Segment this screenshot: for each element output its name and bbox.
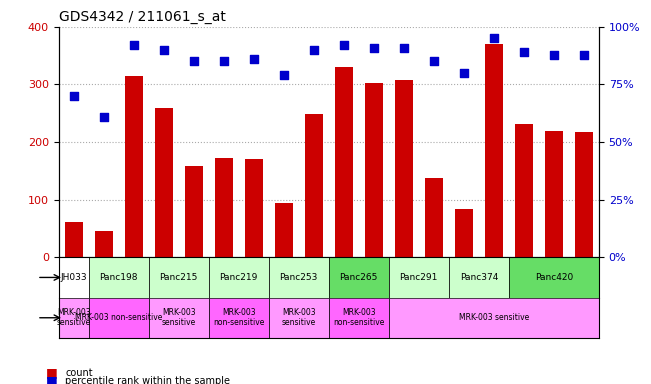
Point xyxy=(309,47,319,53)
Point xyxy=(398,45,409,51)
Text: MRK-003
sensitive: MRK-003 sensitive xyxy=(282,308,316,328)
Point xyxy=(368,45,379,51)
Bar xyxy=(155,108,173,257)
Point xyxy=(219,58,229,65)
Point xyxy=(339,42,349,48)
FancyBboxPatch shape xyxy=(59,298,89,338)
Point xyxy=(189,58,199,65)
Point xyxy=(68,93,79,99)
FancyBboxPatch shape xyxy=(449,257,509,298)
Bar xyxy=(485,44,503,257)
Bar xyxy=(124,76,143,257)
Text: Panc198: Panc198 xyxy=(100,273,138,282)
Point xyxy=(98,114,109,120)
Point xyxy=(549,51,559,58)
Bar xyxy=(575,132,593,257)
Bar xyxy=(395,80,413,257)
FancyBboxPatch shape xyxy=(89,298,148,338)
FancyBboxPatch shape xyxy=(269,257,329,298)
Bar xyxy=(215,158,232,257)
Bar xyxy=(545,131,563,257)
Text: MRK-003
sensitive: MRK-003 sensitive xyxy=(57,308,90,328)
Bar xyxy=(365,83,383,257)
Text: JH033: JH033 xyxy=(61,273,87,282)
FancyBboxPatch shape xyxy=(389,257,449,298)
FancyBboxPatch shape xyxy=(89,257,148,298)
Text: Panc219: Panc219 xyxy=(219,273,258,282)
Bar xyxy=(515,124,533,257)
FancyBboxPatch shape xyxy=(148,298,209,338)
Text: MRK-003 non-sensitive: MRK-003 non-sensitive xyxy=(75,313,162,322)
Text: Panc291: Panc291 xyxy=(400,273,438,282)
Point xyxy=(428,58,439,65)
Text: count: count xyxy=(65,368,92,378)
Text: MRK-003 sensitive: MRK-003 sensitive xyxy=(459,313,529,322)
FancyBboxPatch shape xyxy=(59,257,89,298)
Bar xyxy=(275,203,293,257)
Text: Panc253: Panc253 xyxy=(279,273,318,282)
Point xyxy=(489,35,499,41)
Text: Panc420: Panc420 xyxy=(534,273,573,282)
Bar xyxy=(94,231,113,257)
Bar xyxy=(245,159,263,257)
Bar xyxy=(335,67,353,257)
Bar xyxy=(305,114,323,257)
Text: GDS4342 / 211061_s_at: GDS4342 / 211061_s_at xyxy=(59,10,225,25)
FancyBboxPatch shape xyxy=(269,298,329,338)
Bar xyxy=(64,222,83,257)
Text: Panc374: Panc374 xyxy=(460,273,498,282)
Text: Panc265: Panc265 xyxy=(340,273,378,282)
Bar xyxy=(455,210,473,257)
FancyBboxPatch shape xyxy=(209,298,269,338)
FancyBboxPatch shape xyxy=(509,257,599,298)
FancyBboxPatch shape xyxy=(329,257,389,298)
Text: percentile rank within the sample: percentile rank within the sample xyxy=(65,376,230,384)
Point xyxy=(458,70,469,76)
Text: ■: ■ xyxy=(46,374,57,384)
Point xyxy=(249,56,259,62)
Point xyxy=(579,51,589,58)
Text: MRK-003
sensitive: MRK-003 sensitive xyxy=(161,308,196,328)
FancyBboxPatch shape xyxy=(209,257,269,298)
FancyBboxPatch shape xyxy=(329,298,389,338)
Point xyxy=(279,72,289,78)
Text: ■: ■ xyxy=(46,366,57,379)
Point xyxy=(519,49,529,55)
FancyBboxPatch shape xyxy=(389,298,599,338)
Point xyxy=(128,42,139,48)
Text: Panc215: Panc215 xyxy=(159,273,198,282)
Text: MRK-003
non-sensitive: MRK-003 non-sensitive xyxy=(333,308,385,328)
Bar xyxy=(185,166,202,257)
Point xyxy=(158,47,169,53)
FancyBboxPatch shape xyxy=(148,257,209,298)
Bar xyxy=(425,178,443,257)
Text: MRK-003
non-sensitive: MRK-003 non-sensitive xyxy=(213,308,264,328)
